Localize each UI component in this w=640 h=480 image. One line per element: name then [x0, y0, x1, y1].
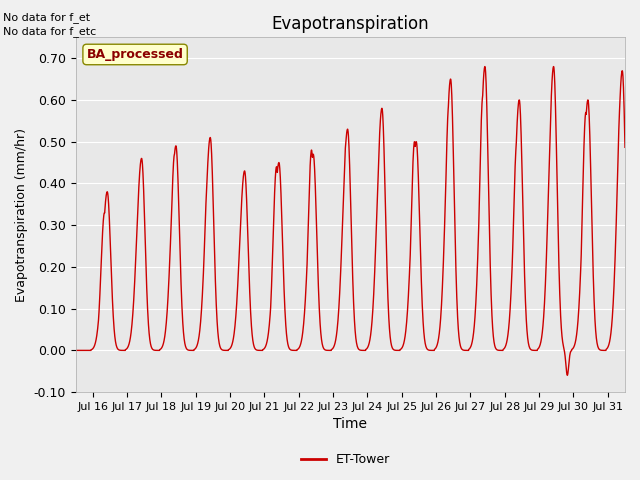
X-axis label: Time: Time	[333, 418, 367, 432]
Text: No data for f_et: No data for f_et	[3, 12, 90, 23]
Text: No data for f_etc: No data for f_etc	[3, 26, 97, 37]
Text: BA_processed: BA_processed	[86, 48, 184, 61]
Y-axis label: Evapotranspiration (mm/hr): Evapotranspiration (mm/hr)	[15, 128, 28, 302]
Legend: ET-Tower: ET-Tower	[296, 448, 396, 471]
Title: Evapotranspiration: Evapotranspiration	[271, 15, 429, 33]
